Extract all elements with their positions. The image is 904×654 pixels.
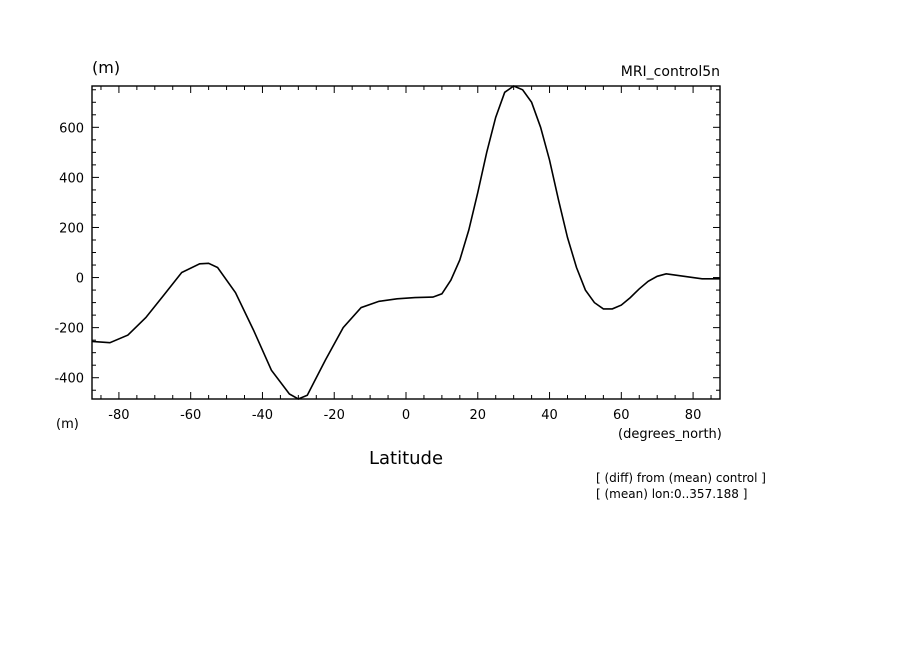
x-unit-label: (degrees_north) [618,427,722,442]
note-line-2: [ (mean) lon:0..357.188 ] [596,487,747,501]
x-tick-label: -60 [180,408,201,423]
x-tick-label: 80 [685,408,702,423]
x-tick-label: 40 [541,408,558,423]
plot-frame [91,85,721,400]
y-tick-label: 400 [59,171,84,186]
y-tick-label: 0 [76,272,84,287]
x-tick-label: -80 [108,408,129,423]
series-line [91,85,720,400]
y-tick-label: -400 [54,372,84,387]
y-tick-label: 200 [59,221,84,236]
x-tick-label: -40 [252,408,273,423]
x-tick-labels: -80 -60 -40 -20 0 20 40 60 80 [108,408,701,423]
chart-title-right: MRI_control5n [621,64,720,80]
y-tick-label: 600 [59,121,84,136]
x-axis-label: Latitude [369,448,443,469]
y-unit-bottom: (m) [56,417,79,432]
x-tick-label: 20 [469,408,486,423]
y-tick-labels: -400 -200 0 200 400 600 [54,121,84,386]
x-tick-label: -20 [324,408,345,423]
x-tick-label: 0 [402,408,410,423]
axis-ticks [92,86,720,399]
y-tick-label: -200 [54,322,84,337]
y-unit-top: (m) [92,58,120,77]
x-tick-label: 60 [613,408,630,423]
note-line-1: [ (diff) from (mean) control ] [596,471,766,485]
